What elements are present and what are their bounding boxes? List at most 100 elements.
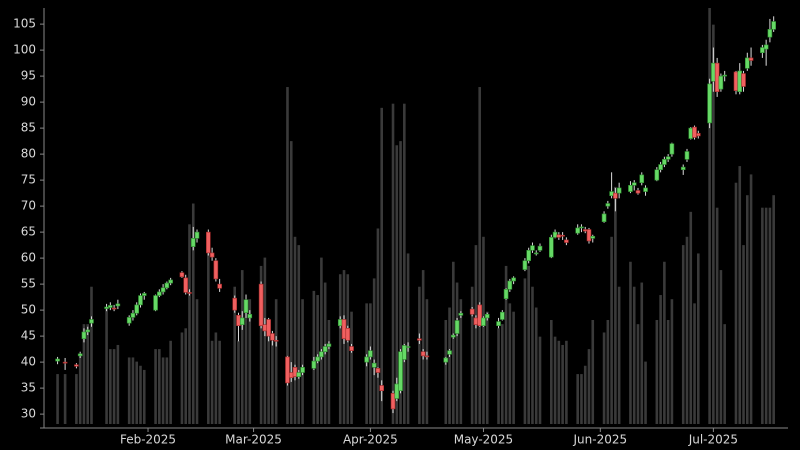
candle-body: [55, 358, 60, 362]
volume-bar: [127, 357, 131, 424]
volume-bar: [474, 245, 478, 424]
volume-bar: [512, 311, 515, 424]
candle-body: [635, 190, 641, 194]
volume-bar: [210, 340, 214, 424]
candle-body: [665, 156, 671, 160]
candle-body: [394, 383, 400, 399]
volume-bar: [78, 353, 82, 424]
volume-bar: [425, 299, 429, 424]
volume-bar: [418, 286, 421, 424]
candle-body: [601, 213, 607, 223]
candle-body: [206, 231, 211, 254]
volume-bar: [289, 141, 293, 424]
y-tick-label: 80: [21, 147, 36, 161]
candle-body: [217, 283, 222, 289]
y-tick-label: 85: [21, 121, 36, 135]
candle-body: [575, 227, 580, 234]
volume-bar: [342, 270, 346, 424]
volume-bar: [271, 340, 274, 424]
candle-body: [530, 245, 535, 251]
y-tick-label: 55: [21, 277, 36, 291]
volume-bar: [580, 374, 583, 424]
candle-body: [722, 74, 727, 77]
candle-body: [292, 367, 298, 377]
candle-body: [326, 343, 332, 347]
candle-body: [590, 235, 596, 239]
volume-bar: [188, 224, 191, 424]
volume-bar: [142, 369, 146, 424]
volume-bar: [350, 311, 353, 424]
volume-bar: [534, 307, 538, 424]
candle-body: [484, 313, 490, 319]
candle-body: [443, 357, 449, 363]
y-tick-label: 70: [21, 199, 36, 213]
candle-body: [582, 229, 588, 232]
volume-bar: [380, 107, 384, 424]
candle-body: [266, 319, 271, 337]
candle-body: [507, 280, 513, 290]
candle-body: [402, 345, 407, 360]
volume-bar: [90, 286, 93, 424]
candle-body: [74, 364, 79, 367]
candle-body: [718, 75, 724, 90]
candle-body: [477, 304, 482, 327]
volume-bar: [610, 236, 613, 424]
candle-body: [364, 356, 369, 363]
candle-body: [454, 320, 460, 334]
volume-bar: [553, 336, 557, 424]
volume-bar: [286, 87, 289, 424]
candle-body: [469, 308, 475, 315]
candle-body: [549, 237, 554, 258]
volume-bar: [504, 265, 508, 424]
y-tick-label: 100: [13, 43, 36, 57]
candle-body: [586, 229, 592, 242]
candle-body: [130, 312, 136, 318]
candle-body: [711, 62, 716, 82]
candle-body: [669, 143, 675, 155]
candle-body: [496, 321, 501, 327]
volume-bar: [112, 349, 116, 424]
candle-body: [236, 315, 241, 327]
candle-body: [89, 319, 94, 324]
volume-bar: [139, 365, 142, 424]
candle-body: [300, 367, 305, 373]
volume-bar: [670, 299, 674, 424]
axes: 30 35 40 45 50 55 60 65 70 75 80 85 90 95 100 105 Feb-20…: [13, 8, 788, 447]
candle-body: [349, 346, 354, 351]
volume-bar: [195, 299, 199, 424]
candle-body: [616, 187, 622, 194]
volume-bar: [444, 320, 448, 424]
volume-bar: [715, 207, 719, 424]
volume-bar: [455, 282, 459, 424]
volume-bar: [745, 195, 749, 424]
x-tick-label: Jun-2025: [572, 433, 627, 447]
volume-bar: [629, 261, 632, 424]
volume-bar: [320, 257, 323, 424]
candle-body: [767, 29, 773, 38]
volume-bar: [576, 374, 579, 424]
volume-bar: [154, 349, 157, 424]
candle-body: [560, 234, 565, 237]
volume-bar: [191, 203, 195, 424]
volume-bar: [565, 340, 568, 424]
volume-bar: [583, 365, 587, 424]
candle-body: [134, 304, 140, 314]
volume-bar: [297, 245, 301, 424]
volume-bar: [180, 332, 184, 424]
volume-bar: [267, 320, 270, 424]
candle-body: [579, 226, 584, 229]
candle-body: [247, 313, 253, 319]
candle-body: [77, 353, 83, 357]
candle-body: [213, 260, 219, 280]
candle-body: [164, 282, 170, 289]
candle-body: [533, 252, 539, 255]
volume-bar: [301, 299, 304, 424]
y-tick-label: 60: [21, 251, 36, 265]
x-tick-label: Mar-2025: [225, 433, 282, 447]
candle-body: [115, 303, 121, 307]
y-tick-label: 65: [21, 225, 36, 239]
candle-body: [209, 252, 215, 258]
candle-body: [375, 368, 381, 373]
volume-bar: [399, 141, 402, 424]
